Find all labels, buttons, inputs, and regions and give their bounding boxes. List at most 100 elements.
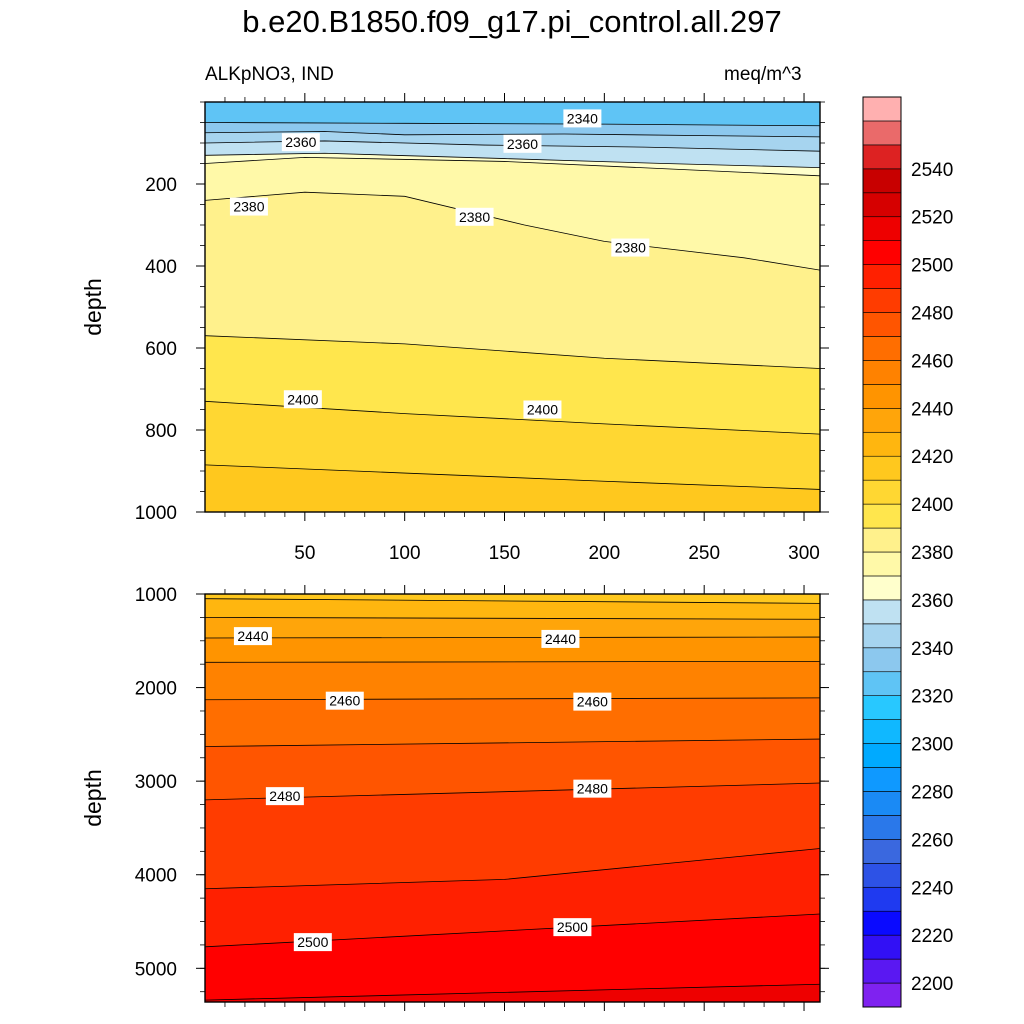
contour-2340 <box>205 131 820 138</box>
band-2500 <box>205 914 820 1002</box>
colorbar-cell <box>862 982 902 1008</box>
contour-2330 <box>205 122 820 127</box>
colorbar-cell <box>862 551 902 577</box>
contour-label: 2460 <box>329 693 360 709</box>
contour-label: 2480 <box>269 788 300 804</box>
colorbar-label: 2360 <box>911 591 953 612</box>
y-tick-label: 800 <box>145 421 177 442</box>
colorbar-label: 2420 <box>911 447 953 468</box>
colorbar-cell <box>862 671 902 696</box>
colorbar-cell <box>862 408 902 433</box>
contour-label-bg <box>265 787 304 806</box>
contour-label-bg <box>563 109 602 128</box>
x-tick-label: 150 <box>489 543 521 564</box>
colorbar-cell <box>862 958 902 984</box>
contour-label: 2500 <box>297 934 328 950</box>
contour-label: 2360 <box>507 136 538 152</box>
colorbar-cell <box>862 336 902 361</box>
colorbar-label: 2300 <box>911 735 953 756</box>
contour-2470 <box>205 738 820 747</box>
colorbar-cell <box>862 743 902 768</box>
contour-label: 2440 <box>545 631 576 647</box>
colorbar-cell <box>862 695 902 720</box>
colorbar-label: 2500 <box>911 256 953 277</box>
band-2410 <box>205 464 820 512</box>
x-tick-label: 300 <box>788 543 820 564</box>
colorbar-cell <box>862 144 902 170</box>
contour-2420 <box>205 598 820 604</box>
contour-label-bg <box>611 238 650 257</box>
colorbar-cell <box>862 192 902 218</box>
panel-frame <box>204 593 821 1003</box>
colorbar-cell <box>862 96 902 122</box>
contour-2380 <box>205 191 820 271</box>
contour-label: 2440 <box>237 628 268 644</box>
y-tick-label: 1000 <box>135 585 177 606</box>
colorbar-label: 2400 <box>911 495 953 516</box>
contour-label: 2500 <box>557 919 588 935</box>
y-tick-label: 4000 <box>135 866 177 887</box>
contour-label-bg <box>293 933 332 952</box>
colorbar-cell <box>862 863 902 888</box>
contour-label-bg <box>523 400 562 419</box>
contour-2490 <box>205 848 820 890</box>
colorbar-cell <box>862 384 902 409</box>
contour-label-bg <box>455 207 494 226</box>
colorbar-cell <box>862 455 902 481</box>
colorbar-cell <box>862 264 902 289</box>
colorbar: 2200 2220 2240 2260 2280 2300 2320 2340 2360 2380… <box>862 96 953 1008</box>
colorbar-cell <box>862 791 902 816</box>
contour-label: 2360 <box>285 134 316 150</box>
contour-2440 <box>205 636 820 639</box>
colorbar-cell <box>862 431 902 457</box>
colorbar-cell <box>862 360 902 385</box>
contour-label-bg <box>541 629 580 648</box>
colorbar-cell <box>862 503 902 529</box>
upper-panel: 2340 2360 2360 2380 2380 2380 2400 2400 200 400 60… <box>80 93 829 564</box>
contour-label: 2380 <box>615 240 646 256</box>
colorbar-label: 2520 <box>911 208 953 229</box>
contour-2410 <box>205 464 820 490</box>
x-tick-label: 50 <box>294 543 315 564</box>
contour-2370 <box>205 156 820 177</box>
colorbar-frame <box>862 96 902 1008</box>
contour-label: 2480 <box>577 781 608 797</box>
colorbar-label: 2260 <box>911 830 953 851</box>
y-tick-label: 5000 <box>135 959 177 980</box>
contour-label-bg <box>573 692 612 711</box>
y-tick-label: 400 <box>145 257 177 278</box>
colorbar-label: 2220 <box>911 926 953 947</box>
colorbar-cell <box>862 216 902 241</box>
colorbar-label: 2380 <box>911 543 953 564</box>
contour-label: 2400 <box>287 391 318 407</box>
contour-2510 <box>205 983 820 1001</box>
contour-label: 2340 <box>567 110 598 126</box>
contour-label: 2380 <box>233 199 264 215</box>
units-label: meq/m^3 <box>724 64 802 85</box>
y-tick-label: 200 <box>145 175 177 196</box>
contour-2460 <box>205 697 820 701</box>
colorbar-cell <box>862 240 902 265</box>
y-tick-label: 600 <box>145 339 177 360</box>
contour-label-bg <box>233 627 272 646</box>
colorbar-label: 2320 <box>911 687 953 708</box>
colorbar-cell <box>862 815 902 840</box>
contour-label-bg <box>283 390 322 409</box>
contour-2430 <box>205 616 820 620</box>
colorbar-cell <box>862 312 902 337</box>
contour-2360 <box>205 152 820 168</box>
colorbar-cell <box>862 168 902 194</box>
colorbar-cell <box>862 288 902 313</box>
contour-label-bg <box>553 918 592 937</box>
colorbar-cell <box>862 575 902 601</box>
y-tick-label: 1000 <box>135 503 177 524</box>
colorbar-cell <box>862 767 902 792</box>
contour-label-bg <box>281 133 320 152</box>
chart-title: b.e20.B1850.f09_g17.pi_control.all.297 <box>242 4 782 39</box>
colorbar-cell <box>862 599 902 625</box>
band-2510 <box>205 984 820 1002</box>
y-tick-label: 2000 <box>135 679 177 700</box>
contour-label-bg <box>229 197 268 216</box>
contour-label-bg <box>573 779 612 798</box>
lower-panel: 2440 2440 2460 2460 2480 2480 2500 2500 1000 2000… <box>80 585 829 1011</box>
